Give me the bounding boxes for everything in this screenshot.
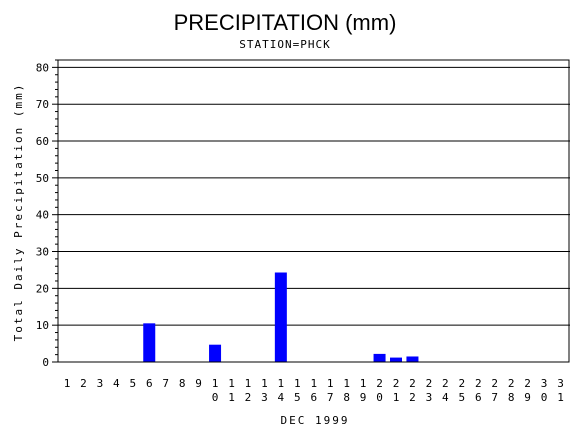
- y-tick-label: 30: [36, 246, 49, 259]
- x-tick-label: 4: [113, 377, 120, 390]
- x-tick-label: 5: [129, 377, 136, 390]
- chart-title: PRECIPITATION (mm): [174, 10, 397, 35]
- y-tick-label: 10: [36, 319, 49, 332]
- x-tick-label: 1: [64, 377, 71, 390]
- y-tick-label: 40: [36, 209, 49, 222]
- bar: [406, 356, 419, 362]
- y-axis-label: Total Daily Precipitation (mm): [12, 83, 25, 342]
- bar: [373, 353, 386, 362]
- x-tick-label: 2: [80, 377, 87, 390]
- x-tick-label: 9: [195, 377, 202, 390]
- y-tick-label: 80: [36, 61, 49, 74]
- x-tick-label: 6: [146, 377, 153, 390]
- x-tick-label: 3: [97, 377, 104, 390]
- y-tick-label: 70: [36, 98, 49, 111]
- chart-subtitle: STATION=PHCK: [239, 38, 330, 51]
- y-tick-label: 20: [36, 282, 49, 295]
- y-tick-label: 60: [36, 135, 49, 148]
- plot-frame: [57, 59, 570, 363]
- y-tick-label: 0: [42, 356, 49, 369]
- bar: [390, 357, 402, 362]
- y-tick-label: 50: [36, 172, 49, 185]
- x-tick-label: 7: [162, 377, 169, 390]
- x-tick-label: 8: [179, 377, 186, 390]
- bar: [274, 272, 287, 362]
- bar: [143, 323, 156, 362]
- bar: [209, 344, 222, 362]
- x-axis-label: DEC 1999: [281, 414, 350, 427]
